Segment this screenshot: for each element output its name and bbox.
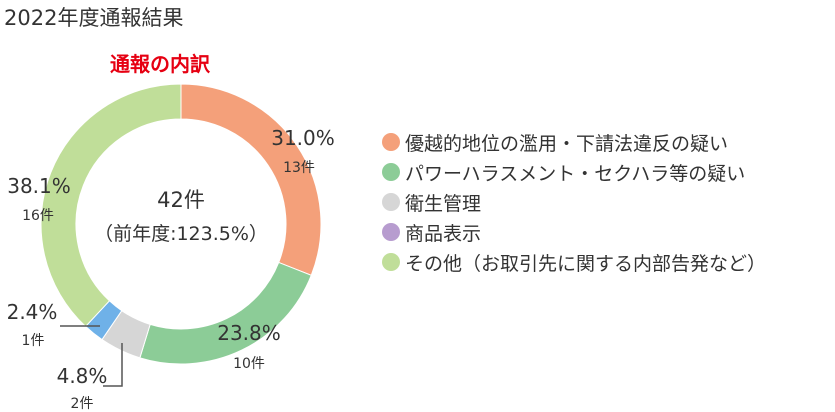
slice-percent-label: 4.8% — [57, 364, 108, 388]
legend-item: その他（お取引先に関する内部告発など） — [382, 247, 766, 277]
slice-percent-label: 31.0% — [271, 126, 335, 150]
donut-slice — [139, 261, 312, 365]
slice-count-label: 10件 — [233, 356, 265, 372]
legend-swatch — [382, 163, 400, 181]
donut-slice — [180, 83, 322, 276]
center-previous: （前年度:123.5%） — [94, 223, 268, 245]
page-title: 2022年度通報結果 — [4, 6, 184, 30]
legend-item: 優越的地位の濫用・下請法違反の疑い — [382, 127, 766, 157]
donut-slice — [40, 83, 182, 328]
slice-count-label: 2件 — [71, 396, 94, 412]
slice-labels: 31.0% 13件 23.8% 10件 4.8% 2件 2.4% 1件 38.1% 16件 — [7, 126, 335, 412]
leader-lines — [60, 325, 123, 387]
legend-label: 優越的地位の濫用・下請法違反の疑い — [405, 132, 729, 155]
leader-line — [103, 343, 123, 387]
slice-percent-label: 23.8% — [217, 321, 281, 345]
legend-label: 衛生管理 — [405, 192, 482, 215]
donut-slices — [40, 83, 322, 365]
legend-label: 商品表示 — [405, 222, 482, 245]
chart-title: 通報の内訳 — [110, 52, 210, 76]
slice-count-label: 13件 — [283, 160, 315, 176]
slice-count-label: 16件 — [22, 208, 54, 224]
legend-swatch — [382, 223, 400, 241]
slice-percent-label: 2.4% — [7, 300, 58, 324]
legend: 優越的地位の濫用・下請法違反の疑い パワーハラスメント・セクハラ等の疑い 衛生管… — [382, 127, 766, 277]
center-total: 42件 — [157, 188, 205, 212]
legend-swatch — [382, 133, 400, 151]
legend-swatch — [382, 253, 400, 271]
legend-label: その他（お取引先に関する内部告発など） — [405, 252, 767, 275]
slice-count-label: 1件 — [22, 333, 45, 349]
slice-percent-label: 38.1% — [7, 174, 71, 198]
legend-item: 衛生管理 — [382, 187, 766, 217]
legend-swatch — [382, 193, 400, 211]
legend-item: パワーハラスメント・セクハラ等の疑い — [382, 157, 766, 187]
legend-label: パワーハラスメント・セクハラ等の疑い — [405, 162, 746, 185]
legend-item: 商品表示 — [382, 217, 766, 247]
